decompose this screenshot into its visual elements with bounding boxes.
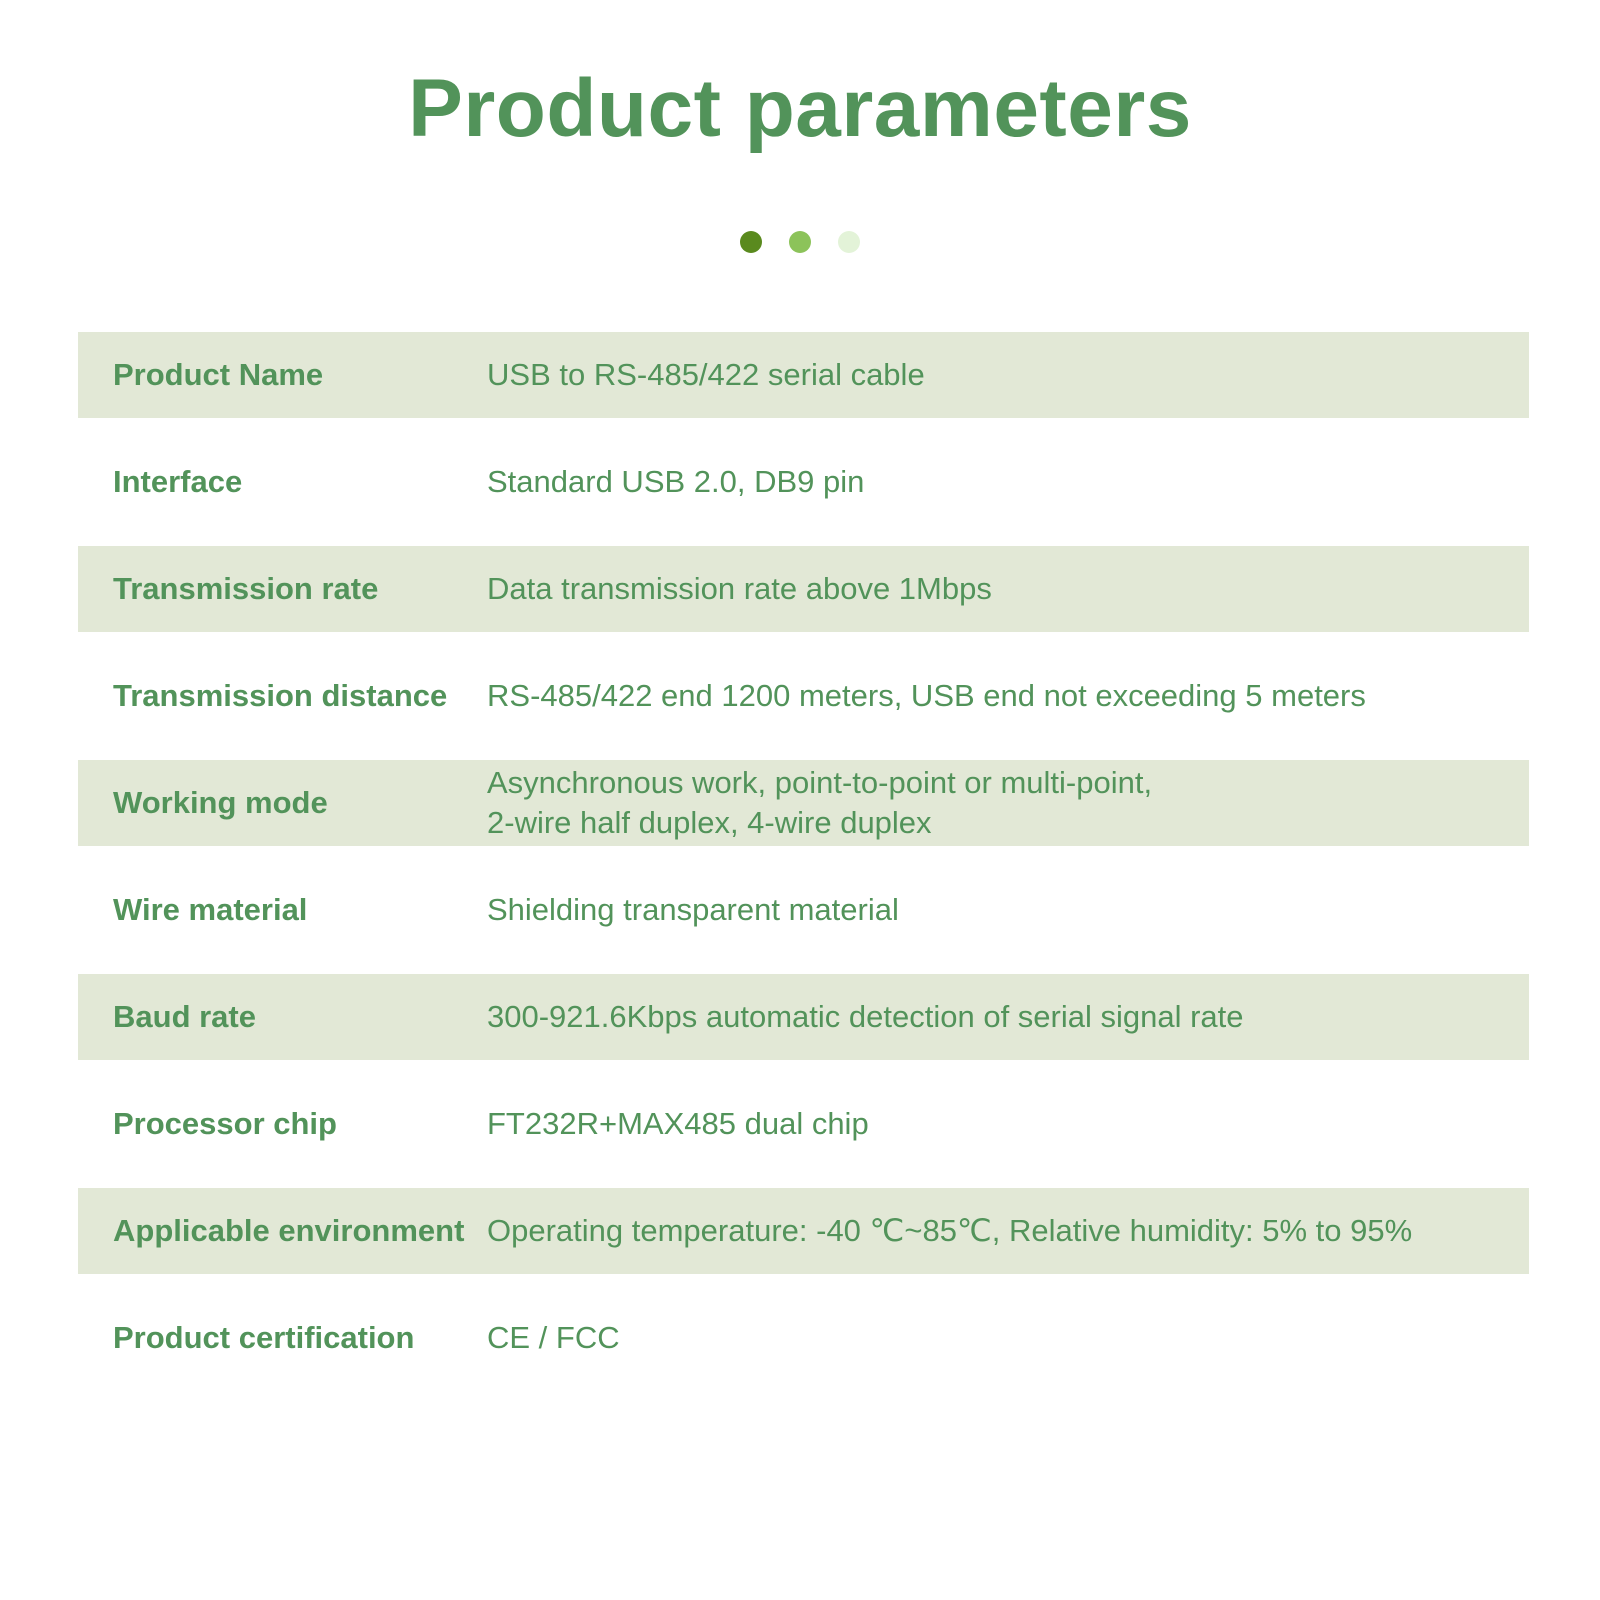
param-label: Processor chip (113, 1106, 337, 1141)
table-row: Working mode Asynchronous work, point-to… (78, 760, 1529, 846)
param-value: 300-921.6Kbps automatic detection of ser… (487, 999, 1244, 1034)
param-value: Standard USB 2.0, DB9 pin (487, 464, 865, 499)
param-label: Wire material (113, 892, 308, 927)
param-value: Asynchronous work, point-to-point or mul… (487, 763, 1529, 843)
param-value-line: 2-wire half duplex, 4-wire duplex (487, 805, 932, 840)
param-value: CE / FCC (487, 1320, 620, 1355)
page-title: Product parameters (408, 63, 1192, 154)
param-label: Product Name (113, 357, 324, 392)
param-value: RS-485/422 end 1200 meters, USB end not … (487, 678, 1366, 713)
dot-light-green (789, 231, 811, 253)
table-row: Processor chip FT232R+MAX485 dual chip (78, 1081, 1529, 1167)
param-label: Working mode (113, 785, 328, 820)
table-row: Product certification CE / FCC (78, 1295, 1529, 1381)
param-value: Operating temperature: -40 ℃~85℃, Relati… (487, 1213, 1413, 1248)
decorative-dots (0, 231, 1600, 253)
table-row: Applicable environment Operating tempera… (78, 1188, 1529, 1274)
param-label: Transmission distance (113, 678, 448, 713)
param-label: Baud rate (113, 999, 256, 1034)
param-label: Interface (113, 464, 243, 499)
parameters-table: Product Name USB to RS-485/422 serial ca… (78, 332, 1529, 1402)
param-label: Applicable environment (113, 1213, 465, 1248)
param-value: FT232R+MAX485 dual chip (487, 1106, 869, 1141)
table-row: Transmission rate Data transmission rate… (78, 546, 1529, 632)
table-row: Interface Standard USB 2.0, DB9 pin (78, 439, 1529, 525)
param-label: Product certification (113, 1320, 415, 1355)
param-value-line: Asynchronous work, point-to-point or mul… (487, 765, 1153, 800)
dot-pale-green (838, 231, 860, 253)
param-label: Transmission rate (113, 571, 379, 606)
param-value: Data transmission rate above 1Mbps (487, 571, 992, 606)
param-value: USB to RS-485/422 serial cable (487, 357, 925, 392)
dot-dark-green (740, 231, 762, 253)
table-row: Product Name USB to RS-485/422 serial ca… (78, 332, 1529, 418)
table-row: Transmission distance RS-485/422 end 120… (78, 653, 1529, 739)
table-row: Wire material Shielding transparent mate… (78, 867, 1529, 953)
param-value: Shielding transparent material (487, 892, 899, 927)
table-row: Baud rate 300-921.6Kbps automatic detect… (78, 974, 1529, 1060)
